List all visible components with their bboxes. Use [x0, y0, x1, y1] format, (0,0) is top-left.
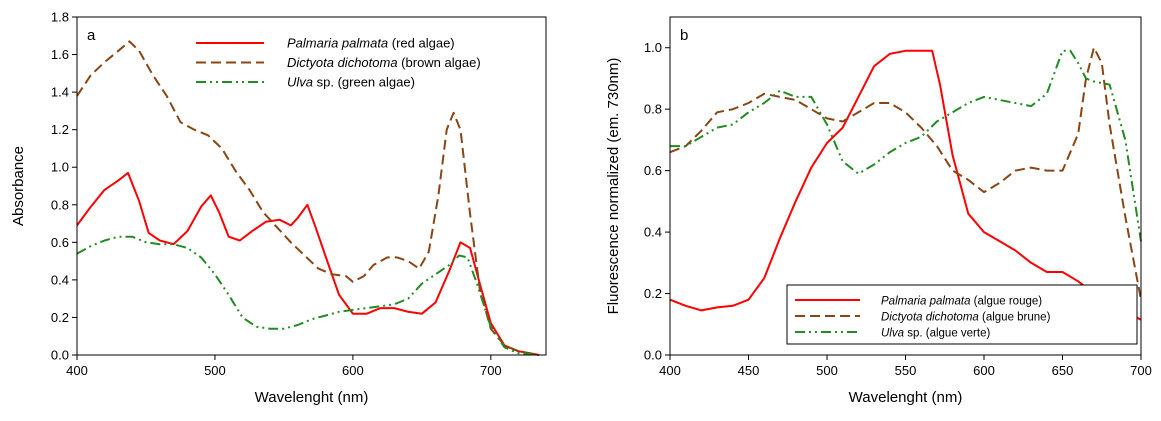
x-tick-label: 600: [973, 363, 995, 378]
series-line-0: [669, 49, 1142, 321]
x-tick-label: 700: [1130, 363, 1152, 378]
legend-entry-0: Palmaria palmata (red algae): [287, 36, 455, 51]
series-line-1: [76, 40, 540, 356]
legend-species-name: Palmaria palmata: [881, 296, 970, 308]
legend-entry-0: Palmaria palmata (algue rouge): [881, 296, 1042, 308]
plot-frame: [76, 16, 547, 356]
legend-species-name: Dictyota dichotoma: [881, 312, 979, 324]
x-tick-label: 450: [738, 363, 760, 378]
y-tick-label: 0.4: [51, 272, 69, 287]
legend-species-note: (algue rouge): [970, 296, 1042, 308]
x-tick-label: 400: [659, 363, 681, 378]
y-tick-label: 0.0: [51, 348, 69, 363]
y-tick-label: 0.6: [644, 163, 662, 178]
y-tick-label: 0.4: [644, 225, 662, 240]
y-tick-label: 1.4: [51, 85, 69, 100]
legend-box: [786, 284, 1138, 345]
panel-a-absorbance-chart: 400 500 600 700 0.0 0.2 0.4 0.6 0.8 1.0 1.2 1.4 1.6 1…: [10, 10, 547, 406]
legend-species-note: (brown algae): [398, 55, 481, 70]
y-tick-label: 1.0: [644, 40, 662, 55]
legend-entry-2: Ulva sp. (algue verte): [881, 328, 990, 340]
x-tick-label: 500: [204, 363, 226, 378]
x-tick-label: 700: [480, 363, 502, 378]
x-tick-label: 650: [1052, 363, 1074, 378]
x-tick-label: 550: [895, 363, 917, 378]
series-line-2: [670, 49, 1142, 242]
x-tick-label: 500: [816, 363, 838, 378]
legend-species-note: (red algae): [388, 36, 454, 51]
x-axis-label: Wavelenght (nm): [255, 389, 369, 406]
legend: Palmaria palmata (algue rouge) Dictyota d…: [786, 284, 1138, 345]
y-tick-label: 0.0: [644, 348, 662, 363]
y-tick-label: 1.0: [51, 160, 69, 175]
y-tick-label: 0.2: [51, 310, 69, 325]
legend-species-note: sp. (algue verte): [904, 328, 990, 340]
legend-entry-1: Dictyota dichotoma (brown algae): [287, 55, 481, 70]
legend-entry-2: Ulva sp. (green algae): [287, 75, 415, 90]
legend-entry-1: Dictyota dichotoma (algue brune): [881, 312, 1051, 324]
y-tick-label: 1.2: [51, 122, 69, 137]
x-tick-label: 400: [66, 363, 88, 378]
panel-letter: a: [87, 27, 96, 44]
series-line-1: [669, 46, 1142, 300]
legend-species-name: Palmaria palmata: [287, 36, 388, 51]
y-tick-label: 1.8: [51, 10, 69, 25]
panel-letter: b: [680, 27, 688, 44]
series-line-0: [76, 171, 540, 356]
series-line-2: [76, 235, 540, 356]
x-axis-label: Wavelenght (nm): [849, 389, 963, 406]
y-axis-label: Fluorescence normalized (em. 730nm): [605, 58, 622, 315]
legend-species-note: sp. (green algae): [313, 75, 415, 90]
y-tick-label: 1.6: [51, 47, 69, 62]
y-tick-label: 0.6: [51, 235, 69, 250]
y-tick-label: 0.8: [644, 102, 662, 117]
y-tick-label: 0.8: [51, 197, 69, 212]
legend: Palmaria palmata (red algae) Dictyota dic…: [196, 36, 481, 90]
y-tick-label: 0.2: [644, 286, 662, 301]
legend-species-name: Ulva: [287, 75, 313, 90]
legend-species-name: Dictyota dichotoma: [287, 55, 398, 70]
panel-b-fluorescence-chart: 400 450 500 550 600 650 700 0.0 0.2 0.4 0.6 0.8 1.0 W…: [605, 16, 1152, 406]
x-tick-label: 600: [342, 363, 364, 378]
legend-species-name: Ulva: [881, 328, 904, 340]
legend-species-note: (algue brune): [979, 312, 1051, 324]
y-axis-label: Absorbance: [10, 146, 27, 226]
